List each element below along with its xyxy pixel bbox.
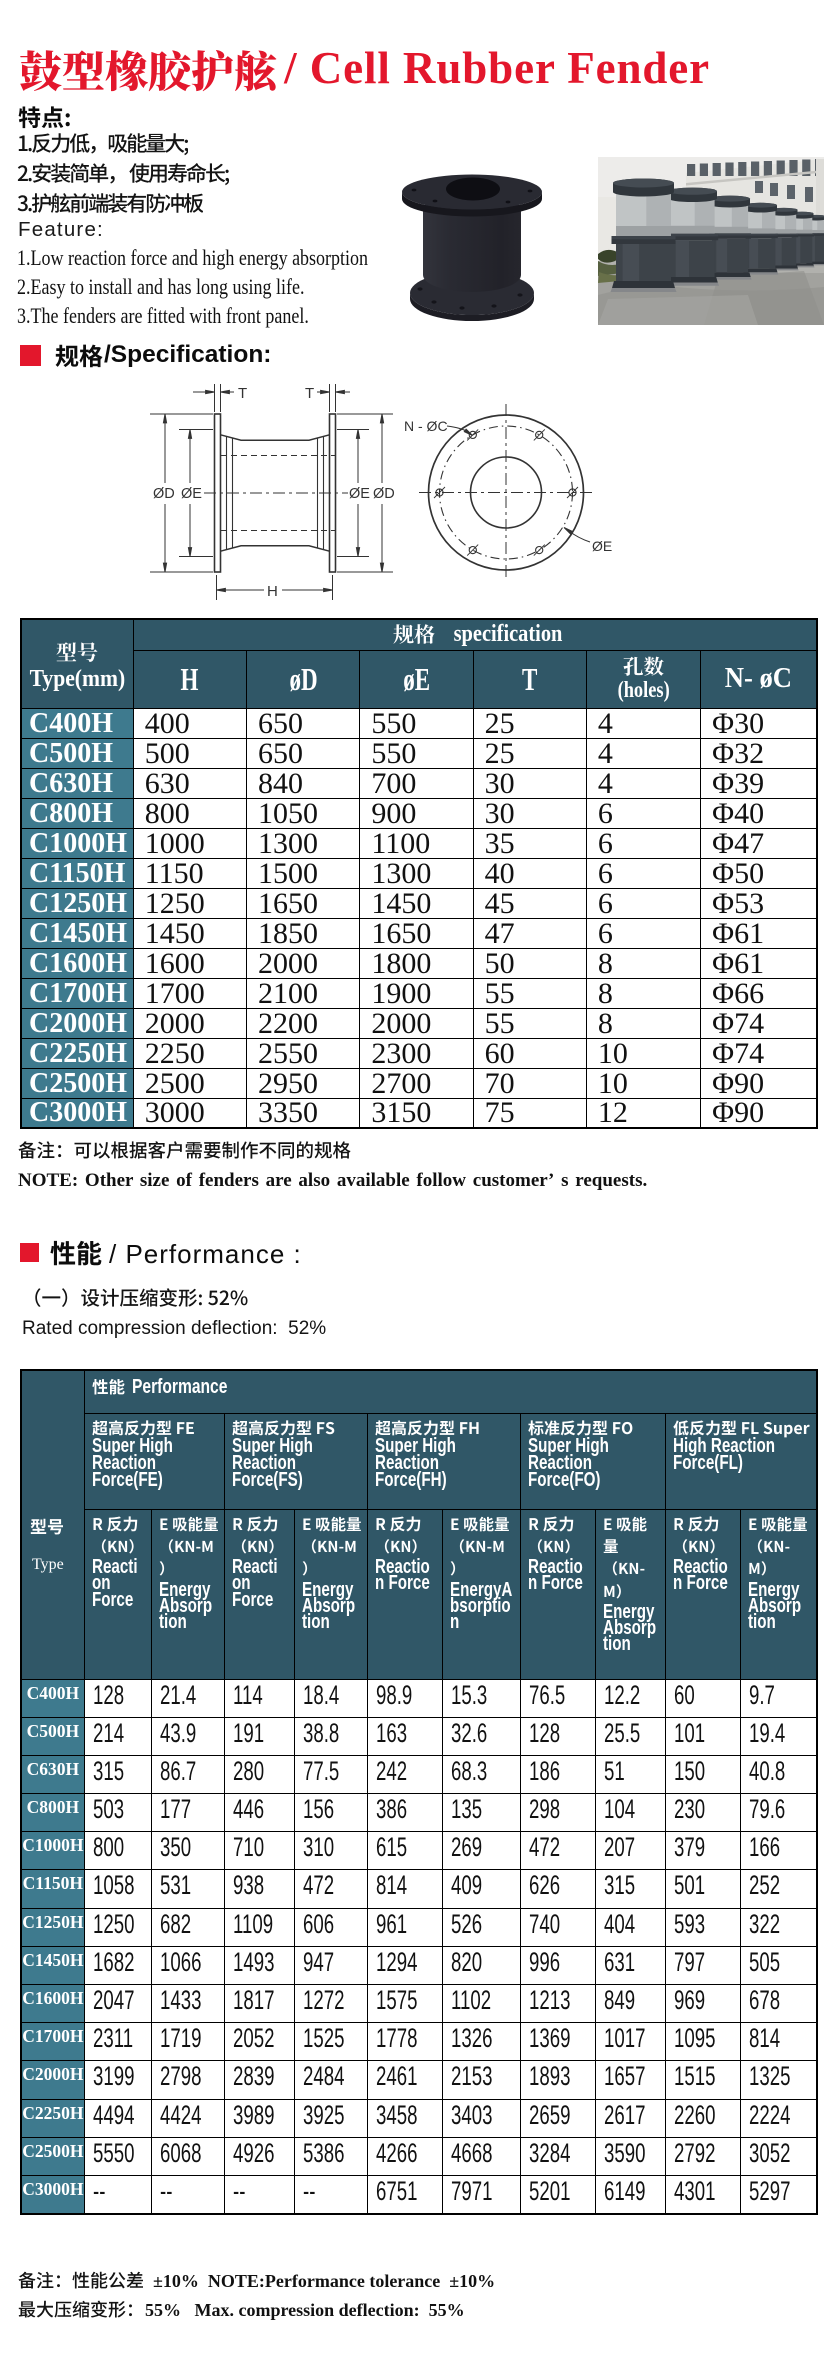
svg-text:ØE: ØE <box>181 486 202 502</box>
svg-text:ØE: ØE <box>349 486 370 502</box>
svg-text:ØE: ØE <box>592 538 612 554</box>
svg-text:T: T <box>238 385 247 402</box>
svg-text:ØD: ØD <box>153 486 175 502</box>
svg-text:N - ØC: N - ØC <box>404 418 448 434</box>
svg-text:ØD: ØD <box>373 486 395 502</box>
svg-text:T: T <box>305 385 314 402</box>
svg-text:H: H <box>267 583 278 600</box>
